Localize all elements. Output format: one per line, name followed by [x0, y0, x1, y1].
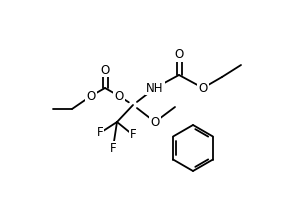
- Text: F: F: [130, 129, 136, 141]
- Text: O: O: [114, 89, 124, 102]
- Text: O: O: [198, 82, 208, 94]
- Text: O: O: [86, 89, 96, 102]
- Text: O: O: [150, 116, 160, 129]
- Text: O: O: [100, 64, 110, 76]
- Text: NH: NH: [146, 82, 164, 94]
- Text: F: F: [110, 141, 116, 154]
- Text: F: F: [97, 126, 103, 139]
- Text: O: O: [174, 48, 184, 61]
